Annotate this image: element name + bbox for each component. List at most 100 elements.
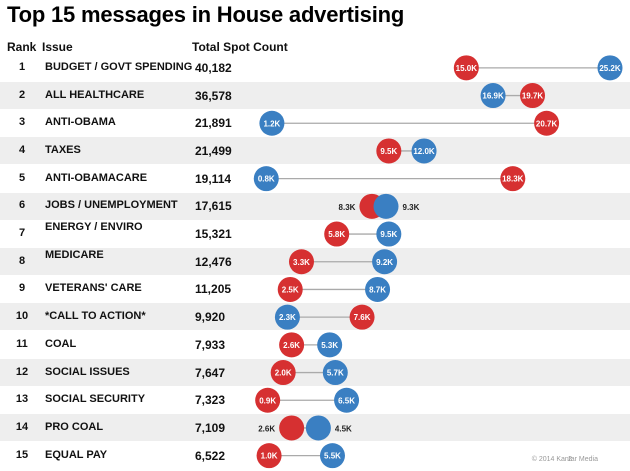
rank-cell: 9 bbox=[18, 282, 26, 295]
blue-label: 5.7K bbox=[327, 369, 344, 378]
total-cell: 19,114 bbox=[195, 171, 232, 186]
blue-dot bbox=[376, 221, 402, 247]
issue-cell: ANTI-OBAMA bbox=[45, 116, 116, 129]
red-label: 9.5K bbox=[380, 147, 397, 156]
total-cell: 7,109 bbox=[195, 420, 226, 435]
issue-cell: VETERANS' CARE bbox=[45, 282, 142, 295]
red-dot bbox=[349, 304, 375, 330]
blue-dot bbox=[259, 110, 285, 136]
red-dot bbox=[500, 166, 526, 192]
total-cell: 40,182 bbox=[195, 60, 232, 75]
rank-cell: 13 bbox=[15, 393, 29, 406]
total-cell: 21,499 bbox=[195, 143, 232, 158]
blue-label: 25.2K bbox=[599, 64, 621, 73]
blue-dot bbox=[322, 360, 348, 386]
total-cell: 21,891 bbox=[195, 116, 232, 131]
rank-cell: 1 bbox=[18, 60, 26, 73]
red-dot bbox=[255, 387, 281, 413]
blue-label: 4.5K bbox=[335, 424, 352, 433]
rank-header: Rank bbox=[7, 40, 37, 54]
rank-cell: 6 bbox=[18, 199, 26, 212]
red-label: 2.5K bbox=[282, 285, 299, 294]
red-dot bbox=[324, 221, 350, 247]
issue-cell: TAXES bbox=[45, 143, 81, 156]
blue-label: 0.8K bbox=[258, 175, 275, 184]
issue-cell: BUDGET / GOVT SPENDING bbox=[45, 60, 193, 73]
red-label: 2.6K bbox=[258, 424, 275, 433]
issue-cell: PRO COAL bbox=[45, 420, 104, 433]
rank-cell: 11 bbox=[16, 337, 28, 350]
red-dot bbox=[279, 415, 305, 441]
total-cell: 15,321 bbox=[195, 227, 232, 242]
red-label: 20.7K bbox=[536, 119, 558, 128]
red-label: 18.3K bbox=[502, 175, 524, 184]
red-dot bbox=[520, 83, 546, 109]
red-label: 7.6K bbox=[354, 313, 371, 322]
blue-label: 9.2K bbox=[376, 258, 393, 267]
blue-dot bbox=[365, 276, 391, 302]
red-dot bbox=[270, 360, 296, 386]
total-cell: 12,476 bbox=[195, 254, 232, 269]
blue-label: 2.3K bbox=[279, 313, 296, 322]
blue-label: 9.3K bbox=[403, 203, 420, 212]
red-dot bbox=[279, 332, 305, 358]
total-cell: 11,205 bbox=[195, 282, 232, 297]
total-cell: 7,933 bbox=[195, 337, 226, 352]
issue-cell: MEDICARE bbox=[45, 248, 104, 261]
row-background bbox=[0, 137, 630, 165]
row-background bbox=[0, 192, 630, 220]
red-label: 19.7K bbox=[522, 92, 544, 101]
blue-dot bbox=[334, 387, 360, 413]
rank-cell: 4 bbox=[18, 143, 26, 156]
red-label: 2.6K bbox=[283, 341, 300, 350]
issue-cell: COAL bbox=[45, 337, 77, 350]
blue-label: 12.0K bbox=[413, 147, 435, 156]
issue-cell: ALL HEALTHCARE bbox=[45, 88, 145, 101]
total-cell: 9,920 bbox=[195, 310, 226, 325]
blue-label: 16.9K bbox=[482, 92, 504, 101]
blue-dot bbox=[305, 415, 331, 441]
red-label: 3.3K bbox=[293, 258, 310, 267]
blue-label: 1.2K bbox=[263, 119, 280, 128]
blue-dot bbox=[274, 304, 300, 330]
red-dot bbox=[376, 138, 402, 164]
rank-cell: 8 bbox=[18, 254, 26, 267]
issue-cell: ANTI-OBAMACARE bbox=[45, 171, 148, 184]
blue-dot bbox=[480, 83, 506, 109]
red-label: 8.3K bbox=[339, 203, 356, 212]
blue-dot bbox=[372, 249, 398, 275]
page-number: 2 bbox=[568, 456, 572, 463]
blue-dot bbox=[597, 55, 623, 81]
rank-cell: 2 bbox=[18, 88, 26, 101]
issue-cell: ENERGY / ENVIRO bbox=[45, 221, 143, 234]
total-header: Total Spot Count bbox=[192, 40, 288, 54]
red-dot bbox=[453, 55, 479, 81]
copyright-note: © 2014 Kantar Media bbox=[531, 456, 598, 463]
rank-cell: 7 bbox=[18, 227, 26, 240]
blue-dot bbox=[411, 138, 437, 164]
blue-dot bbox=[253, 166, 279, 192]
red-label: 1.0K bbox=[261, 452, 278, 461]
red-label: 2.0K bbox=[275, 369, 292, 378]
issue-cell: EQUAL PAY bbox=[45, 448, 108, 461]
rank-cell: 12 bbox=[15, 365, 29, 378]
issue-cell: SOCIAL SECURITY bbox=[45, 393, 146, 406]
rank-cell: 15 bbox=[15, 448, 29, 461]
red-label: 15.0K bbox=[456, 64, 478, 73]
total-cell: 7,323 bbox=[195, 393, 226, 408]
issue-cell: SOCIAL ISSUES bbox=[45, 365, 130, 378]
blue-label: 6.5K bbox=[338, 396, 355, 405]
rank-cell: 3 bbox=[18, 116, 26, 129]
total-cell: 6,522 bbox=[195, 448, 226, 463]
red-dot bbox=[534, 110, 560, 136]
blue-dot bbox=[319, 443, 345, 469]
blue-dot bbox=[373, 193, 399, 219]
red-dot bbox=[256, 443, 282, 469]
rank-cell: 10 bbox=[15, 310, 29, 323]
rank-cell: 5 bbox=[18, 171, 26, 184]
total-cell: 7,647 bbox=[195, 365, 226, 380]
red-label: 0.9K bbox=[259, 396, 276, 405]
blue-label: 5.3K bbox=[321, 341, 338, 350]
red-dot bbox=[288, 249, 314, 275]
